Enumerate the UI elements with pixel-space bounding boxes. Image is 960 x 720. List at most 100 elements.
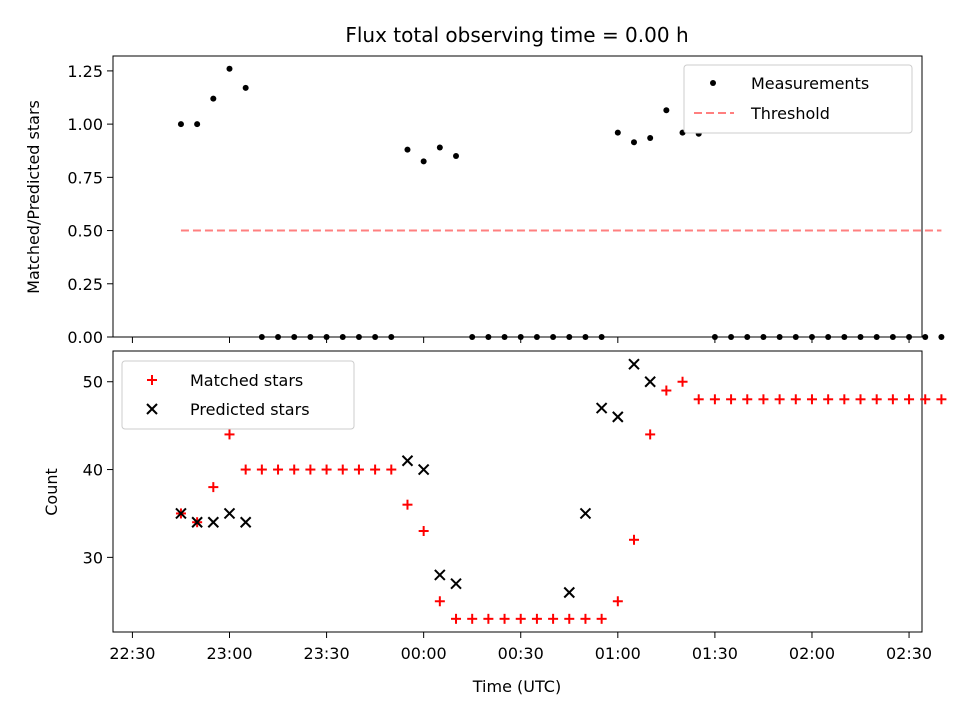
matched-stars-point (742, 394, 753, 405)
matched-stars-point (855, 394, 866, 405)
measurement-point (501, 334, 508, 340)
matched-stars-point (353, 464, 364, 475)
predicted-stars-point (450, 577, 462, 590)
measurement-point (177, 121, 184, 128)
measurement-point (242, 84, 249, 91)
measurement-point (711, 334, 718, 340)
bottom-legend: Matched stars Predicted stars (121, 360, 355, 430)
x-tick-label: 02:30 (886, 644, 932, 663)
predicted-stars-point (223, 507, 236, 520)
measurement-point (873, 334, 880, 340)
matched-stars-point (661, 385, 672, 396)
matched-stars-point (499, 613, 510, 624)
x-tick-label: 02:00 (789, 644, 835, 663)
measurement-point (194, 121, 201, 128)
matched-stars-point (580, 613, 591, 624)
measurement-point (420, 158, 427, 165)
measurement-point (355, 334, 362, 340)
measurement-point (889, 334, 896, 340)
predicted-stars-point (175, 507, 187, 520)
y-tick-label: 0.25 (67, 275, 103, 294)
matched-stars-point (871, 394, 882, 405)
matched-stars-point (418, 526, 429, 537)
matched-stars-point (677, 376, 688, 387)
measurement-point (841, 334, 848, 340)
matched-stars-point (920, 394, 931, 405)
matched-stars-point (451, 613, 462, 624)
matched-stars-point (774, 394, 785, 405)
legend-box (683, 64, 913, 134)
predicted-stars-point (417, 463, 430, 476)
chart-title: Flux total observing time = 0.00 h (345, 23, 688, 47)
x-tick-label: 23:00 (206, 644, 252, 663)
measurement-point (566, 334, 573, 340)
matched-stars-point (531, 613, 542, 624)
measurement-point (598, 334, 605, 340)
measurement-point (582, 334, 589, 340)
y-tick-label: 30 (83, 548, 103, 567)
measurement-point (808, 334, 815, 340)
x-tick-label: 01:00 (595, 644, 641, 663)
matched-stars-point (645, 429, 656, 440)
measurement-point (533, 334, 540, 340)
legend-matched-label: Matched stars (190, 371, 303, 390)
y-tick-label: 40 (83, 461, 103, 480)
y-tick-label: 50 (83, 373, 103, 392)
legend-box (121, 360, 355, 430)
x-tick-label: 23:30 (304, 644, 350, 663)
matched-stars-point (208, 482, 219, 493)
matched-stars-point (289, 464, 300, 475)
measurement-point (857, 334, 864, 340)
legend-predicted-marker (146, 403, 158, 415)
measurement-point (275, 334, 282, 340)
measurement-point (744, 334, 751, 340)
measurement-point (453, 153, 460, 160)
measurement-point (922, 334, 929, 340)
matched-stars-point (564, 613, 575, 624)
legend-predicted-label: Predicted stars (190, 400, 310, 419)
measurement-point (469, 334, 476, 340)
measurement-point (776, 334, 783, 340)
predicted-stars-point (401, 455, 414, 467)
matched-stars-point (904, 394, 915, 405)
measurement-point (517, 334, 524, 340)
measurement-point (825, 334, 832, 340)
matched-stars-point (402, 499, 413, 510)
predicted-stars-point (595, 402, 608, 414)
measurement-point (663, 107, 670, 114)
matched-stars-point (726, 394, 737, 405)
predicted-stars-point (239, 516, 252, 528)
matched-stars-point (628, 534, 639, 545)
matched-stars-point (839, 394, 850, 405)
top-y-axis-label: Matched/Predicted stars (24, 100, 43, 294)
matched-stars-point (370, 464, 381, 475)
matched-stars-point (887, 394, 898, 405)
matched-stars-point (305, 464, 316, 475)
matched-stars-point (823, 394, 834, 405)
x-axis-label: Time (UTC) (472, 677, 561, 696)
matched-stars-point (467, 613, 478, 624)
measurement-point (388, 334, 395, 340)
matched-stars-point (612, 596, 623, 607)
top-legend: Measurements Threshold (683, 64, 913, 134)
measurement-point (307, 334, 314, 340)
measurement-point (339, 334, 346, 340)
bottom-panel: 30 40 50 22:30 23:00 23:30 00:00 00:30 01:00 01:3… (83, 350, 947, 663)
y-tick-label: 0.50 (67, 222, 103, 241)
matched-stars-point (273, 464, 284, 475)
y-tick-label: 0.00 (67, 328, 103, 347)
measurement-point (647, 134, 654, 141)
measurement-point (291, 334, 298, 340)
measurement-point (630, 139, 637, 146)
legend-measurements-marker (710, 80, 716, 86)
legend-measurements-label: Measurements (751, 74, 869, 93)
plot-frame (112, 350, 923, 633)
matched-stars-point (693, 394, 704, 405)
matched-stars-point (256, 464, 267, 475)
y-tick-label: 1.25 (67, 62, 103, 81)
measurement-point (323, 334, 330, 340)
matched-stars-point (386, 464, 397, 475)
measurement-point (614, 129, 621, 136)
measurement-point (436, 144, 443, 151)
